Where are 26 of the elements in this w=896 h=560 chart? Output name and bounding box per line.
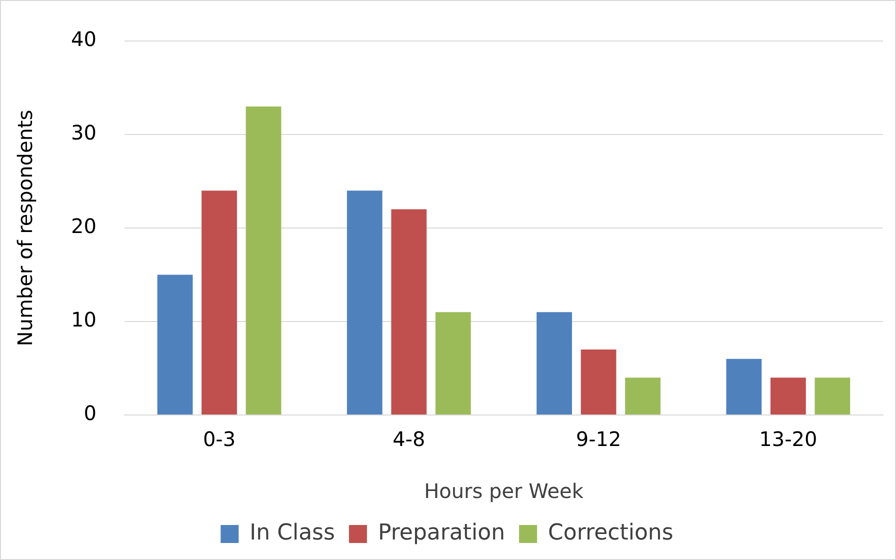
bar xyxy=(726,358,762,414)
y-axis-title: Number of respondents xyxy=(13,110,38,346)
x-tick-label: 0-3 xyxy=(202,427,236,452)
bar xyxy=(246,106,282,414)
bar xyxy=(770,378,806,414)
x-tick-label: 9-12 xyxy=(576,427,622,452)
bar xyxy=(346,190,382,414)
x-tick-label: 13-20 xyxy=(759,427,818,452)
y-tick-label: 30 xyxy=(70,120,96,145)
bar xyxy=(814,378,850,414)
y-tick-label: 40 xyxy=(70,27,96,52)
legend-label: Corrections xyxy=(548,520,674,546)
y-tick-label: 10 xyxy=(70,308,96,332)
y-tick-label: 0 xyxy=(84,401,96,426)
bar xyxy=(391,209,427,414)
bar xyxy=(157,274,193,414)
bar xyxy=(202,190,237,414)
bar xyxy=(435,312,471,414)
legend-label: Preparation xyxy=(378,520,506,546)
legend-label: In Class xyxy=(250,520,335,546)
x-tick-label: 4-8 xyxy=(392,427,426,452)
bar xyxy=(536,312,572,414)
bar xyxy=(580,350,616,414)
bar xyxy=(625,378,660,414)
y-tick-label: 20 xyxy=(70,214,96,238)
x-axis-title: Hours per Week xyxy=(424,479,584,504)
